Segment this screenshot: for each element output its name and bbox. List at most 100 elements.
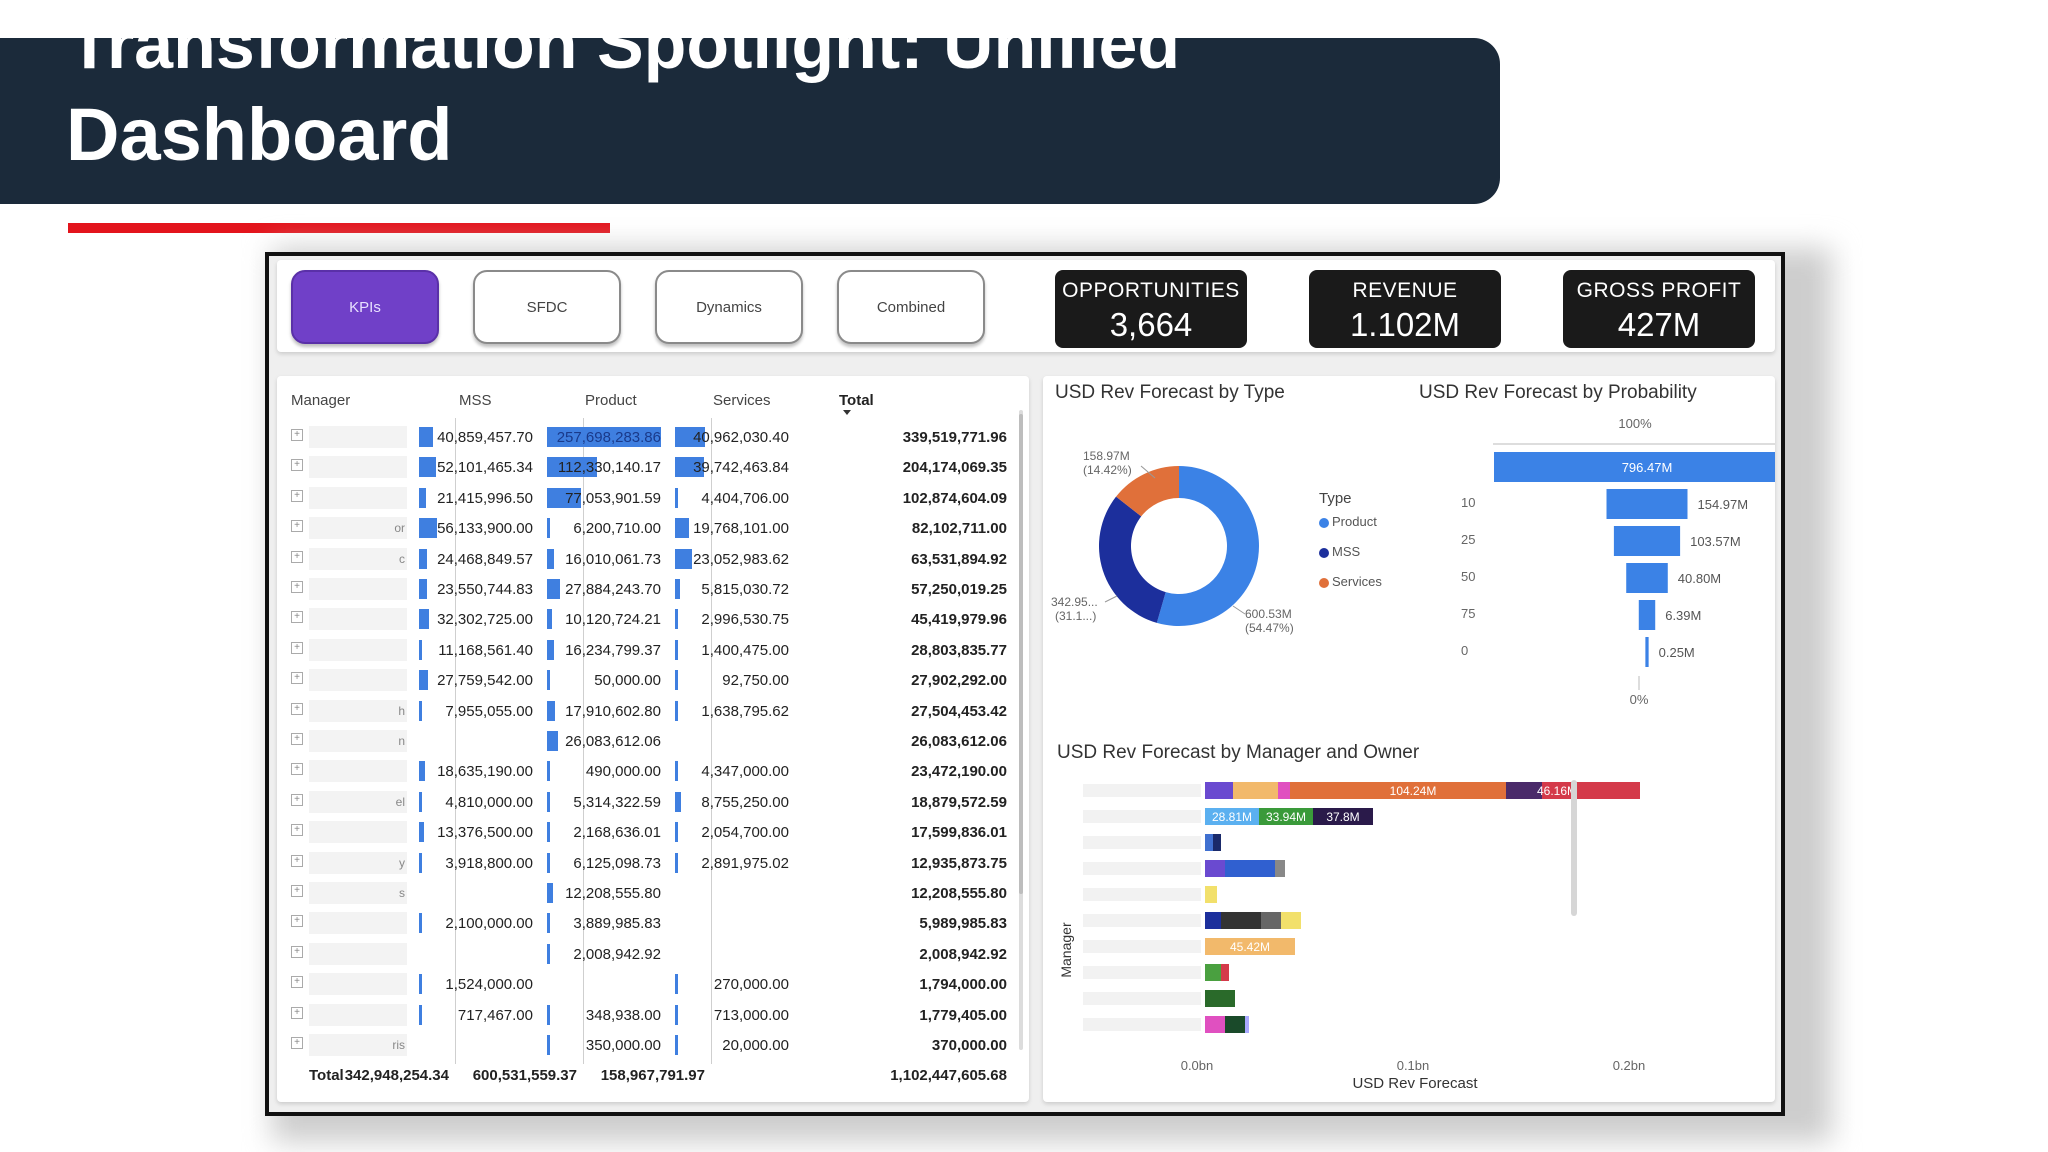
funnel-stage-label: 75 <box>1461 606 1475 621</box>
expand-icon[interactable]: + <box>291 581 303 593</box>
donut-label-mss: 342.95... <box>1051 595 1098 609</box>
sort-descending-icon[interactable] <box>843 410 851 415</box>
column-header-mss[interactable]: MSS <box>459 392 492 409</box>
legend-item-mss[interactable]: MSS <box>1319 544 1360 559</box>
funnel-stage-bar <box>1613 526 1681 556</box>
table-row[interactable]: +1,524,000.00 270,000.00 1,794,000.00 <box>277 969 1017 999</box>
data-bar <box>419 974 422 995</box>
column-header-total[interactable]: Total <box>839 392 874 409</box>
column-header-services[interactable]: Services <box>713 392 771 409</box>
table-row[interactable]: +32,302,725.00 10,120,724.21 2,996,530.75 4… <box>277 604 1017 634</box>
table-row[interactable]: +23,550,744.83 27,884,243.70 5,815,030.72 5… <box>277 574 1017 604</box>
scrollbar-thumb[interactable] <box>1019 414 1023 894</box>
data-bar <box>547 700 555 721</box>
legend-item-product[interactable]: Product <box>1319 514 1377 529</box>
cell-services: 2,891,975.02 <box>669 848 797 878</box>
cell-value: 5,815,030.72 <box>701 581 789 598</box>
expand-icon[interactable]: + <box>291 854 303 867</box>
nav-button-dynamics[interactable]: Dynamics <box>655 270 803 344</box>
table-row[interactable]: +21,415,996.50 77,053,901.59 4,404,706.00 1… <box>277 483 1017 513</box>
column-header-product[interactable]: Product <box>585 392 637 409</box>
cell-product <box>541 969 669 999</box>
legend-item-services[interactable]: Services <box>1319 574 1382 589</box>
column-header-manager[interactable]: Manager <box>291 392 351 409</box>
cell-product: 257,698,283.86 <box>541 422 669 452</box>
expand-icon[interactable]: + <box>291 489 303 502</box>
stacked-bar-chart: Manager 104.24M 46.16M 28.81M 33.94M 37.8M 45.… <box>1058 782 1645 1092</box>
expand-icon[interactable]: + <box>291 945 303 958</box>
cell-mss: 27,759,542.00 <box>413 665 541 695</box>
segment-label: 28.81M <box>1212 810 1252 824</box>
expand-icon[interactable]: + <box>291 763 303 776</box>
expand-icon[interactable]: + <box>291 702 303 715</box>
chart-scrollbar[interactable] <box>1571 780 1577 916</box>
expand-icon[interactable]: + <box>291 733 303 745</box>
cell-mss: 40,859,457.70 <box>413 422 541 452</box>
table-scrollbar[interactable] <box>1019 410 1023 1050</box>
expand-icon[interactable]: + <box>291 1037 303 1049</box>
table-row[interactable]: + c 24,468,849.57 16,010,061.73 23,052,983.6… <box>277 544 1017 574</box>
cell-total: 23,472,190.00 <box>911 763 1007 781</box>
table-row[interactable]: +18,635,190.00 490,000.00 4,347,000.00 23,4… <box>277 756 1017 786</box>
cell-value: 348,938.00 <box>585 1006 661 1024</box>
expand-icon[interactable]: + <box>291 641 303 654</box>
expand-icon[interactable]: + <box>291 550 303 563</box>
cell-product: 490,000.00 <box>541 756 669 786</box>
expand-icon[interactable]: + <box>291 793 303 806</box>
cell-services: 20,000.00 <box>669 1030 797 1060</box>
table-row[interactable]: +717,467.00 348,938.00 713,000.00 1,779,405… <box>277 1000 1017 1030</box>
charts-panel: USD Rev Forecast by Type 158.97M (14.42%)… <box>1043 376 1775 1102</box>
table-row[interactable]: +52,101,465.34 112,330,140.17 39,742,463.8… <box>277 452 1017 482</box>
cell-value: 1,400,475.00 <box>701 641 789 659</box>
cell-mss: 2,100,000.00 <box>413 908 541 938</box>
donut-label-services: 158.97M <box>1083 449 1130 463</box>
nav-button-sfdc[interactable]: SFDC <box>473 270 621 344</box>
table-row[interactable]: + s 12,208,555.80 12,208,555.80 <box>277 878 1017 908</box>
table-row[interactable]: +2,008,942.92 2,008,942.92 <box>277 939 1017 969</box>
total-mss: 342,948,254.34 <box>344 1067 449 1084</box>
data-bar <box>419 700 422 721</box>
expand-icon[interactable]: + <box>291 429 303 441</box>
data-bar <box>675 1035 678 1055</box>
table-row[interactable]: +27,759,542.00 50,000.00 92,750.00 27,902,2… <box>277 665 1017 695</box>
table-row[interactable]: + or 56,133,900.00 6,200,710.00 19,768,101.0… <box>277 513 1017 543</box>
kpi-value: 427M <box>1617 306 1701 343</box>
donut-slice-product <box>1156 466 1259 626</box>
cell-services: 713,000.00 <box>669 1000 797 1030</box>
table-row[interactable]: + ris 350,000.00 20,000.00 370,000.00 <box>277 1030 1017 1060</box>
table-row[interactable]: + n 26,083,612.06 26,083,612.06 <box>277 726 1017 756</box>
expand-icon[interactable]: + <box>291 976 303 989</box>
data-bar <box>547 518 550 539</box>
cell-services <box>669 878 797 908</box>
expand-icon[interactable]: + <box>291 885 303 897</box>
expand-icon[interactable]: + <box>291 459 303 472</box>
cell-value: 4,404,706.00 <box>701 489 789 507</box>
table-row[interactable]: + y 3,918,800.00 6,125,098.73 2,891,975.02 12… <box>277 848 1017 878</box>
table-row[interactable]: +11,168,561.40 16,234,799.37 1,400,475.00 2… <box>277 635 1017 665</box>
manager-axis-label <box>1083 940 1201 953</box>
expand-icon[interactable]: + <box>291 672 303 685</box>
donut-chart-title: USD Rev Forecast by Type <box>1055 382 1285 403</box>
nav-button-kpis[interactable]: KPIs <box>291 270 439 344</box>
table-row[interactable]: + el 4,810,000.00 5,314,322.59 8,755,250.00 1… <box>277 787 1017 817</box>
table-row[interactable]: + h 7,955,055.00 17,910,602.80 1,638,795.62 2… <box>277 696 1017 726</box>
data-bar <box>675 518 689 539</box>
nav-button-combined[interactable]: Combined <box>837 270 985 344</box>
table-row[interactable]: +2,100,000.00 3,889,985.83 5,989,985.83 <box>277 908 1017 938</box>
expand-icon[interactable]: + <box>291 611 303 624</box>
cell-total: 26,083,612.06 <box>911 733 1007 750</box>
stacked-segment <box>1233 782 1278 799</box>
expand-icon[interactable]: + <box>291 824 303 837</box>
cell-product: 350,000.00 <box>541 1030 669 1060</box>
stacked-segment <box>1205 1016 1225 1033</box>
data-bar <box>419 487 426 508</box>
legend-label: Services <box>1332 574 1382 589</box>
expand-icon[interactable]: + <box>291 1006 303 1019</box>
legend-label: MSS <box>1332 544 1361 559</box>
expand-icon[interactable]: + <box>291 915 303 928</box>
expand-icon[interactable]: + <box>291 520 303 533</box>
segment-label: 45.42M <box>1230 940 1270 954</box>
table-row[interactable]: +13,376,500.00 2,168,636.01 2,054,700.00 17… <box>277 817 1017 847</box>
cell-product: 26,083,612.06 <box>541 726 669 756</box>
table-row[interactable]: +40,859,457.70 257,698,283.86 40,962,030.4… <box>277 422 1017 452</box>
